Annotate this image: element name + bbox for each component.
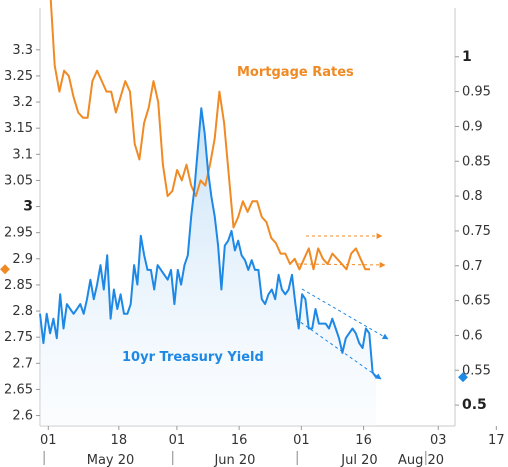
right-y-tick-label: 0.75	[462, 224, 491, 239]
x-tick-label: 01	[169, 433, 186, 448]
left-y-tick-label: 3	[23, 199, 33, 215]
left-y-tick-label: 2.8	[12, 304, 33, 319]
left-y-axis: 2.6 2.65 2.7 2.75 2.8 2.85 2.9 2.95 3 3.05 3.1 3.15…	[4, 43, 40, 424]
x-month-label: Jul 20	[340, 453, 377, 467]
right-y-tick-label: 0.9	[462, 119, 483, 134]
left-y-tick-label: 3.05	[4, 173, 33, 188]
x-tick-label: 16	[355, 433, 372, 448]
left-y-tick-label: 3.2	[12, 95, 33, 110]
right-y-tick-label: 0.6	[462, 328, 483, 343]
left-y-tick-label: 2.75	[4, 330, 33, 345]
right-y-tick-label: 0.95	[462, 85, 491, 100]
right-y-tick-label: 0.8	[462, 189, 483, 204]
x-tick-label: 18	[111, 433, 128, 448]
mortgage-rates-label: Mortgage Rates	[237, 65, 354, 80]
right-y-axis: 0.5 0.55 0.6 0.65 0.7 0.75 0.8 0.85 0.9 0.95 1	[455, 49, 491, 413]
left-y-tick-label: 3.3	[12, 43, 33, 58]
left-y-tick-label: 2.9	[12, 252, 33, 267]
x-tick-label: 16	[231, 433, 248, 448]
right-y-tick-label: 0.7	[462, 259, 483, 274]
x-tick-label: 01	[293, 433, 310, 448]
left-y-tick-label: 2.6	[12, 409, 33, 424]
left-y-tick-label: 2.85	[4, 278, 33, 293]
right-y-tick-label: 0.5	[462, 397, 487, 413]
treasury-upper-trend-arrow	[301, 288, 389, 340]
treasury-yield-area	[40, 108, 376, 427]
left-y-tick-label: 3.15	[4, 121, 33, 136]
left-y-tick-label: 3.25	[4, 69, 33, 84]
treasury-lower-trend-arrow	[295, 318, 382, 380]
right-y-tick-label: 0.65	[462, 294, 491, 309]
right-y-tick-label: 0.55	[462, 363, 491, 378]
right-y-tick-label: 0.85	[462, 154, 491, 169]
left-y-tick-label: 2.7	[12, 356, 33, 371]
x-tick-label: 17	[488, 433, 505, 448]
x-month-label: Aug 20	[398, 453, 444, 467]
mortgage-current-marker	[0, 264, 10, 275]
right-y-tick-label: 1	[462, 49, 472, 65]
mortgage-rates-line	[49, 0, 370, 271]
x-month-label: May 20	[87, 453, 135, 467]
x-tick-label: 01	[40, 433, 57, 448]
left-y-tick-label: 2.65	[4, 382, 33, 397]
treasury-current-marker	[458, 372, 468, 383]
mortgage-lower-range-arrow	[297, 261, 386, 268]
x-axis: 01 18 01 16 01 16 03 17 May 20 Jun 20 Jul 20 Aug 20	[40, 426, 505, 467]
x-tick-label: 03	[430, 433, 447, 448]
left-y-tick-label: 2.95	[4, 226, 33, 241]
treasury-yield-line	[39, 107, 377, 378]
x-month-label: Jun 20	[213, 453, 255, 467]
left-y-tick-label: 3.1	[12, 147, 33, 162]
treasury-yield-label: 10yr Treasury Yield	[122, 350, 264, 365]
